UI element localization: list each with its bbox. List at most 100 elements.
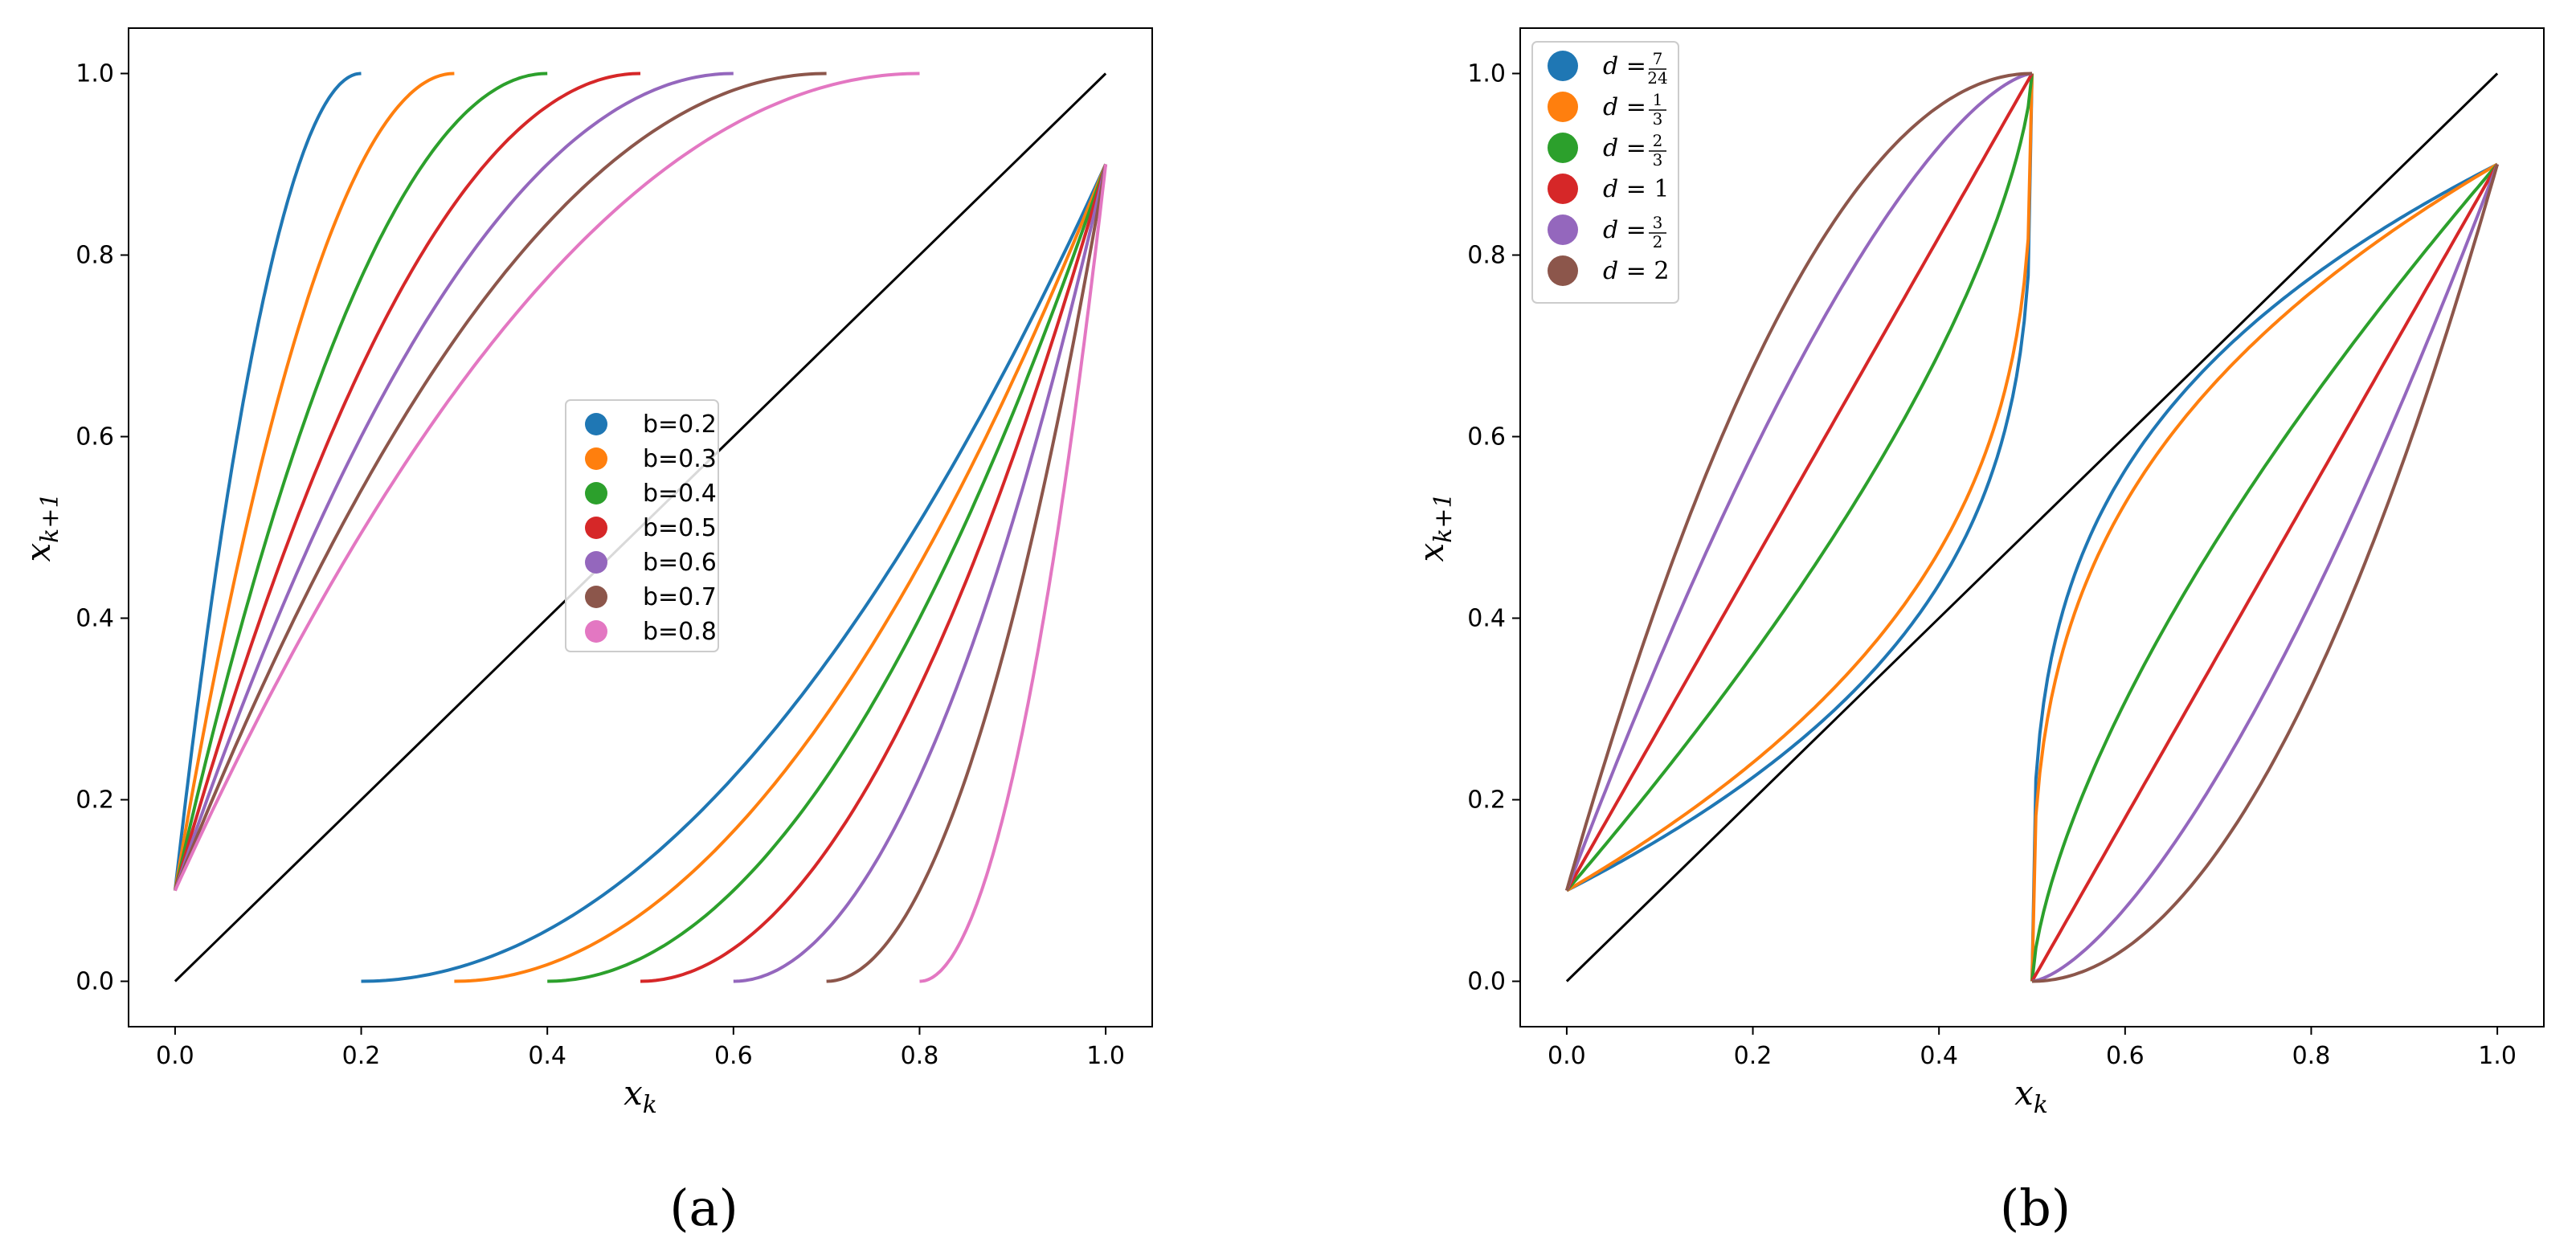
legend-label: d = <box>1603 52 1646 80</box>
legend-marker <box>1548 255 1578 286</box>
y-tick-label: 0.8 <box>76 242 114 270</box>
legend-marker <box>585 413 607 435</box>
series-line-a-2-left <box>173 71 548 891</box>
series-line-a-3-left <box>173 71 641 892</box>
legend-frac-den: 3 <box>1653 109 1663 129</box>
y-tick-label: 0.6 <box>1467 423 1506 451</box>
series-line-a-3-right <box>640 163 1108 983</box>
y-tick-label: 0.0 <box>1467 968 1506 996</box>
series-line-b-3-right <box>2030 163 2499 983</box>
legend-marker <box>585 517 607 539</box>
legend-label: d = <box>1603 134 1646 162</box>
x-tick-label: 0.6 <box>2106 1042 2145 1070</box>
series-line-a-1-left <box>173 71 455 891</box>
series-line-b-5-left <box>1564 71 2033 892</box>
y-tick-label: 0.0 <box>76 968 114 996</box>
series-line-b-4-left <box>1565 71 2033 892</box>
legend-value: 2 <box>1654 257 1669 285</box>
legend-value: 1 <box>1654 175 1669 203</box>
legend-marker <box>1548 214 1578 245</box>
y-tick-label: 0.2 <box>76 786 114 815</box>
x-tick-label: 0.8 <box>2292 1042 2331 1070</box>
legend-marker <box>1548 51 1578 81</box>
x-tick-label: 0.0 <box>156 1042 194 1070</box>
chart-panel-a: 0.0 0.2 0.4 0.6 0.8 1.0 0.0 0.2 0.4 0.6 0.8 1.0 xk xk… <box>18 27 1153 1237</box>
series-line-a-1-right <box>454 163 1107 983</box>
axes-frame <box>1519 27 2545 1027</box>
panel-caption: (a) <box>669 1179 738 1237</box>
legend-label: d = 2 <box>1603 257 1670 285</box>
legend-a: b=0.2 b=0.3 b=0.4 b=0.5 b=0.6 b=0.7 b=0.8 <box>565 399 719 652</box>
legend-frac-num: 2 <box>1653 131 1663 150</box>
series-line-b-2-right <box>2030 163 2499 982</box>
series-line-a-5-left <box>174 71 827 892</box>
y-tick-label: 0.4 <box>1467 605 1506 633</box>
legend-marker <box>585 551 607 574</box>
y-tick-label: 0.4 <box>76 605 114 633</box>
legend-label: d = <box>1603 216 1646 244</box>
legend-label: b=0.7 <box>643 583 717 611</box>
legend-label: d = 1 <box>1603 175 1670 203</box>
x-axis-label: xk <box>624 1073 657 1119</box>
series-line-a-6-right <box>919 164 1108 983</box>
legend-frac-den: 3 <box>1653 150 1663 170</box>
series-line-a-4-left <box>174 71 734 892</box>
legend-label: b=0.8 <box>643 618 717 646</box>
legend-marker <box>585 447 607 470</box>
x-tick-label: 1.0 <box>1086 1042 1125 1070</box>
x-tick-label: 0.8 <box>901 1042 939 1070</box>
x-tick-label: 0.4 <box>528 1042 566 1070</box>
y-tick-label: 0.6 <box>76 423 114 451</box>
series-line-b-2-left <box>1565 73 2034 892</box>
legend-label: b=0.3 <box>643 445 717 473</box>
legend-label: b=0.4 <box>643 480 717 508</box>
y-tick-label: 0.2 <box>1467 786 1506 815</box>
legend-marker <box>1548 174 1578 204</box>
legend-label: b=0.6 <box>643 549 717 577</box>
legend-marker <box>585 482 607 505</box>
legend-frac-den: 2 <box>1653 232 1663 251</box>
chart-panel-b: 0.0 0.2 0.4 0.6 0.8 1.0 0.0 0.2 0.4 0.6 0.8 1.0 xk xk… <box>1412 27 2545 1237</box>
legend-marker <box>1548 133 1578 163</box>
legend-marker <box>585 586 607 608</box>
legend-frac-num: 3 <box>1653 213 1663 232</box>
legend-frac-num: 7 <box>1653 49 1663 68</box>
series-line-b-5-right <box>2031 163 2500 983</box>
series-line-a-5-right <box>826 164 1108 983</box>
series-line-b-1-right <box>2030 162 2499 982</box>
series-line-a-6-left <box>174 71 920 892</box>
x-tick-label: 0.0 <box>1548 1042 1586 1070</box>
series-line-b-3-left <box>1565 72 2034 892</box>
x-axis-label: xk <box>2014 1073 2048 1119</box>
series-line-b-0-right <box>2030 162 2499 982</box>
series-line-a-0-left <box>173 71 362 891</box>
x-tick-label: 0.6 <box>714 1042 753 1070</box>
legend-label: d = <box>1603 93 1646 121</box>
series-line-b-4-right <box>2031 163 2499 983</box>
y-axis-label: xk+1 <box>1412 492 1458 562</box>
x-tick-label: 0.2 <box>1734 1042 1773 1070</box>
x-tick-label: 0.2 <box>342 1042 381 1070</box>
series-line-b-0-left <box>1565 73 2034 893</box>
identity-line <box>1565 72 2499 983</box>
legend-label: b=0.5 <box>643 514 717 542</box>
series-line-a-4-right <box>733 164 1108 983</box>
series-line-a-2-right <box>547 163 1107 983</box>
series-line-b-1-left <box>1565 73 2034 893</box>
legend-label: b=0.2 <box>643 411 717 439</box>
series-line-a-0-right <box>361 163 1107 983</box>
y-tick-label: 1.0 <box>76 60 114 88</box>
legend-frac-den: 24 <box>1647 68 1667 88</box>
y-axis-label: xk+1 <box>18 492 64 562</box>
panel-caption: (b) <box>2000 1179 2071 1237</box>
y-tick-label: 1.0 <box>1467 60 1506 88</box>
legend-marker <box>1548 92 1578 122</box>
x-tick-label: 0.4 <box>1920 1042 1958 1070</box>
y-tick-label: 0.8 <box>1467 242 1506 270</box>
x-tick-label: 1.0 <box>2478 1042 2517 1070</box>
axes-frame <box>128 27 1153 1027</box>
legend-frac-num: 1 <box>1653 90 1663 109</box>
legend-marker <box>585 620 607 643</box>
